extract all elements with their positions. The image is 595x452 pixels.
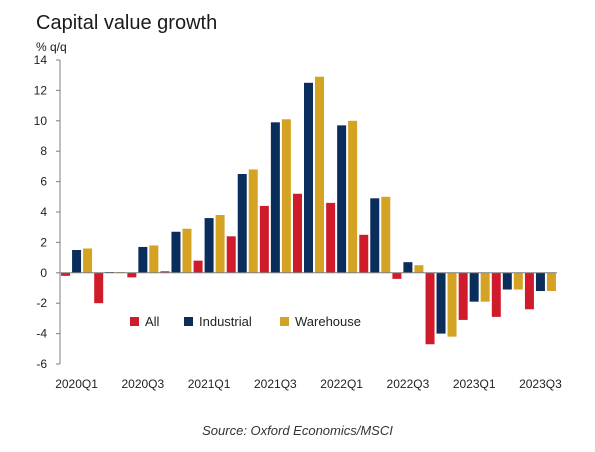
bar-industrial-2021q1 xyxy=(204,218,214,273)
bar-industrial-2022q2 xyxy=(370,198,380,273)
y-tick-label: 0 xyxy=(40,266,47,280)
y-tick-label: -6 xyxy=(36,357,47,371)
bar-industrial-2020q1 xyxy=(72,250,82,273)
bar-industrial-2022q3 xyxy=(403,262,413,273)
x-tick-label: 2022Q3 xyxy=(387,377,430,391)
bars xyxy=(61,76,556,345)
x-tick-label: 2020Q1 xyxy=(55,377,98,391)
bar-warehouse-2021q2 xyxy=(248,169,258,273)
bar-all-2022q3 xyxy=(392,272,402,279)
y-tick-label: -2 xyxy=(36,296,47,310)
legend-swatch-all xyxy=(130,317,139,326)
bar-warehouse-2022q3 xyxy=(414,265,424,273)
bar-warehouse-2022q1 xyxy=(348,120,358,273)
bar-industrial-2022q1 xyxy=(337,125,347,273)
bar-industrial-2020q3 xyxy=(138,246,148,273)
bar-warehouse-2022q2 xyxy=(381,196,391,273)
legend-swatch-industrial xyxy=(184,317,193,326)
chart-title: Capital value growth xyxy=(36,12,218,34)
bar-warehouse-2021q1 xyxy=(215,215,225,273)
y-tick-label: 12 xyxy=(34,83,48,97)
y-axis: 14 12 10 8 6 4 2 0 -2 -4 -6 xyxy=(34,53,61,371)
bar-all-2020q1 xyxy=(61,272,71,276)
y-tick-label: 8 xyxy=(40,144,47,158)
bar-all-2021q1 xyxy=(193,260,203,273)
bar-all-2023q1 xyxy=(458,272,468,320)
bar-industrial-2023q1 xyxy=(469,272,479,302)
bar-all-2023q2 xyxy=(491,272,501,317)
bar-all-2022q4 xyxy=(425,272,435,345)
bar-all-2022q2 xyxy=(359,234,369,273)
y-axis-unit: % q/q xyxy=(36,40,67,54)
legend-swatch-warehouse xyxy=(280,317,289,326)
bar-industrial-2021q2 xyxy=(237,174,247,273)
bar-warehouse-2020q3 xyxy=(149,245,159,273)
x-tick-label: 2023Q3 xyxy=(519,377,562,391)
x-axis: 2020Q1 2020Q3 2021Q1 2021Q3 2022Q1 2022Q3 2023… xyxy=(55,272,562,391)
y-tick-label: -4 xyxy=(36,327,47,341)
bar-industrial-2020q4 xyxy=(171,231,181,273)
x-tick-label: 2021Q3 xyxy=(254,377,297,391)
legend: All Industrial Warehouse xyxy=(130,314,361,329)
bar-chart: 14 12 10 8 6 4 2 0 -2 -4 -6 2020Q1 2020Q3 2021Q1 2021… xyxy=(34,53,562,391)
bar-all-2021q2 xyxy=(226,236,236,273)
bar-all-2020q2 xyxy=(94,272,104,304)
x-tick-label: 2023Q1 xyxy=(453,377,496,391)
bar-all-2022q1 xyxy=(326,202,336,273)
y-tick-label: 4 xyxy=(40,205,47,219)
bar-industrial-2021q4 xyxy=(304,82,313,273)
y-tick-label: 2 xyxy=(40,235,47,249)
bar-all-2021q4 xyxy=(293,193,302,273)
bar-all-2021q3 xyxy=(259,205,269,273)
legend-label-all: All xyxy=(145,314,160,329)
y-tick-label: 10 xyxy=(34,114,48,128)
bar-warehouse-2023q2 xyxy=(513,272,523,290)
bar-all-2023q3 xyxy=(524,272,534,310)
bar-warehouse-2021q4 xyxy=(315,76,324,273)
x-tick-label: 2022Q1 xyxy=(320,377,363,391)
bar-all-2020q3 xyxy=(127,272,137,278)
legend-label-industrial: Industrial xyxy=(199,314,252,329)
y-tick-label: 6 xyxy=(40,175,47,189)
bar-industrial-2023q2 xyxy=(502,272,512,290)
bar-all-2020q4 xyxy=(160,271,170,273)
bar-industrial-2023q3 xyxy=(535,272,545,292)
bar-warehouse-2023q1 xyxy=(480,272,490,302)
bar-industrial-2022q4 xyxy=(436,272,446,334)
bar-warehouse-2022q4 xyxy=(447,272,457,337)
bar-warehouse-2020q4 xyxy=(182,228,192,273)
x-tick-label: 2020Q3 xyxy=(121,377,164,391)
y-tick-label: 14 xyxy=(34,53,48,67)
bar-warehouse-2021q3 xyxy=(281,119,291,273)
bar-warehouse-2020q1 xyxy=(83,248,93,273)
bar-warehouse-2023q3 xyxy=(546,272,556,292)
source-note: Source: Oxford Economics/MSCI xyxy=(202,423,393,438)
bar-industrial-2021q3 xyxy=(270,122,280,273)
legend-label-warehouse: Warehouse xyxy=(295,314,361,329)
x-tick-label: 2021Q1 xyxy=(188,377,231,391)
